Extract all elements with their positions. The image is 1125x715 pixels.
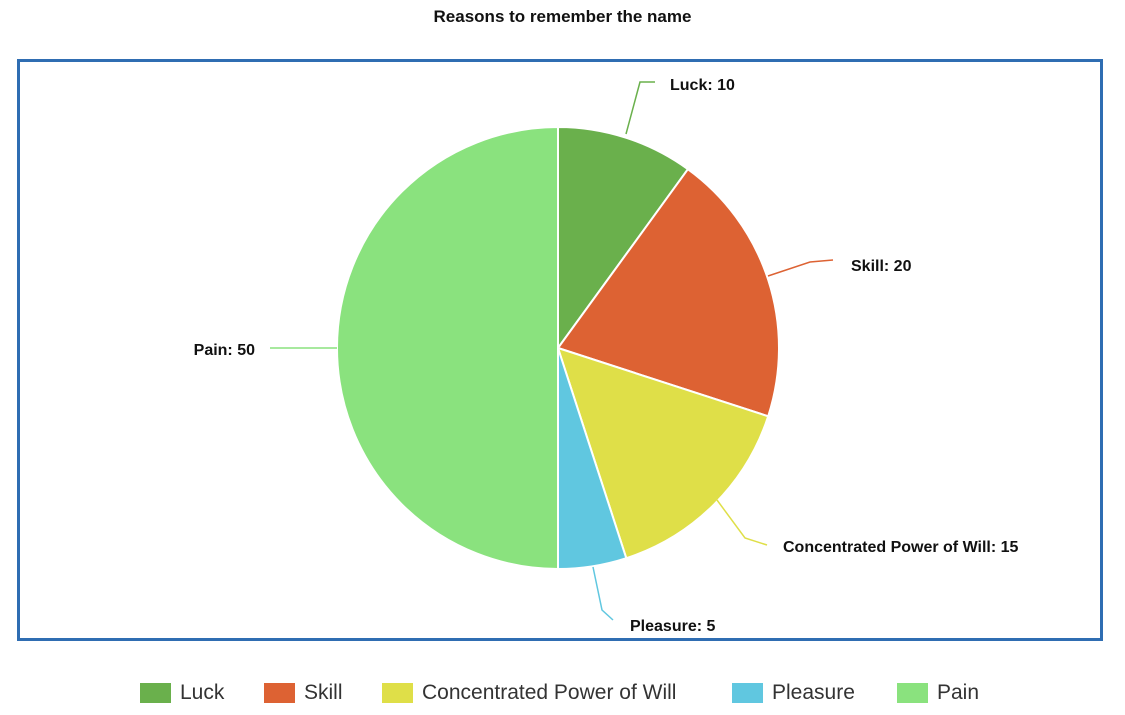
data-label-pleasure: Pleasure: 5 — [630, 618, 715, 635]
pie-slice-pain[interactable] — [336, 125, 559, 571]
data-label-pain: Pain: 50 — [194, 342, 255, 359]
legend: Luck Skill Concentrated Power of Will Pl… — [0, 678, 1125, 708]
legend-item-skill[interactable]: Skill — [264, 678, 343, 708]
leader-line-skill — [767, 259, 834, 277]
legend-item-pleasure[interactable]: Pleasure — [732, 678, 855, 708]
pie-slice-concentrated-power-of-will[interactable] — [556, 346, 770, 560]
leader-line-pleasure — [592, 566, 614, 621]
legend-swatch-pleasure — [732, 683, 763, 703]
legend-item-pain[interactable]: Pain — [897, 678, 979, 708]
pie-slice-luck[interactable] — [557, 125, 690, 352]
legend-swatch-luck — [140, 683, 171, 703]
legend-swatch-skill — [264, 683, 295, 703]
data-label-concentrated-power-of-will: Concentrated Power of Will: 15 — [783, 539, 1019, 556]
legend-label-skill: Skill — [304, 681, 343, 704]
data-label-luck: Luck: 10 — [670, 77, 735, 94]
legend-item-luck[interactable]: Luck — [140, 678, 224, 708]
legend-label-concentrated-power-of-will: Concentrated Power of Will — [422, 681, 677, 704]
leader-line-luck — [625, 81, 655, 135]
legend-swatch-concentrated-power-of-will — [382, 683, 413, 703]
legend-label-luck: Luck — [180, 681, 225, 704]
pie-slice-skill[interactable] — [556, 167, 780, 418]
chart-title: Reasons to remember the name — [433, 7, 692, 26]
legend-label-pain: Pain — [937, 681, 980, 704]
legend-item-concentrated-power-of-will[interactable]: Concentrated Power of Will — [382, 678, 676, 708]
legend-label-pleasure: Pleasure — [772, 681, 855, 704]
data-label-skill: Skill: 20 — [851, 258, 912, 275]
legend-swatch-pain — [897, 683, 928, 703]
leader-line-concentrated-power-of-will — [716, 499, 768, 546]
